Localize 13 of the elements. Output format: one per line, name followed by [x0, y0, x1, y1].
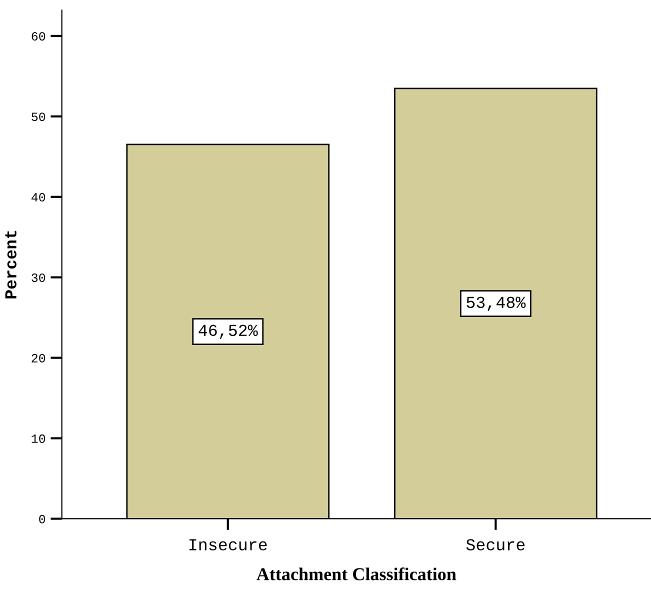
y-tick-label: 30: [32, 274, 46, 282]
x-tick-label: Insecure: [190, 539, 267, 550]
y-tick-label: 0: [39, 514, 46, 524]
x-tick-label: Secure: [466, 539, 525, 550]
y-tick-label: 60: [32, 32, 46, 41]
data-label: 53,48%: [466, 296, 526, 311]
y-axis-title: Percent: [5, 231, 16, 298]
y-tick-label: 40: [32, 193, 46, 202]
x-axis-title: Attachment Classification: [256, 567, 456, 580]
y-tick-label: 50: [32, 112, 46, 122]
y-tick-label: 20: [32, 354, 46, 362]
y-tick-label: 10: [32, 434, 46, 443]
data-label: 46,52%: [198, 324, 258, 339]
